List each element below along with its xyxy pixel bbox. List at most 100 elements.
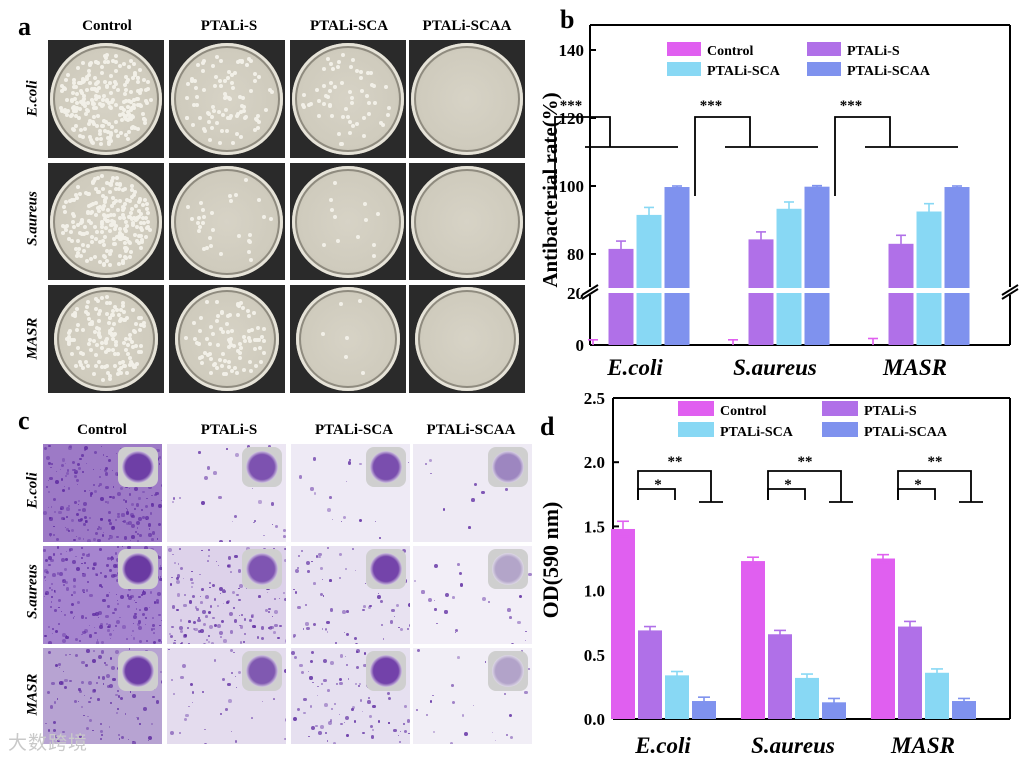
bacterial-colony [98, 309, 103, 314]
stain-spot [143, 707, 147, 711]
stain-spot [293, 634, 297, 637]
bacterial-colony [241, 335, 246, 340]
stain-spot [135, 608, 138, 610]
bacterial-colony [87, 118, 92, 123]
bacterial-colony [195, 95, 200, 100]
stain-spot [202, 642, 207, 644]
bacterial-colony [93, 254, 98, 259]
bacterial-colony [128, 199, 133, 204]
bacterial-colony [121, 359, 126, 364]
bacterial-colony [93, 176, 98, 181]
petri-dish [50, 165, 162, 278]
bacterial-colony [198, 355, 203, 360]
bacterial-colony [213, 83, 218, 88]
bacterial-colony [123, 87, 128, 92]
chart-d-significance-inner-label: * [654, 477, 662, 493]
stain-spot [315, 555, 319, 558]
stain-spot [141, 594, 143, 597]
stain-spot [369, 604, 372, 608]
panel-c-header-ptali-sca: PTALi-SCA [314, 422, 394, 438]
stain-spot [273, 630, 277, 634]
stain-spot [102, 454, 105, 456]
bacterial-colony [114, 223, 119, 228]
stain-spot [74, 475, 77, 478]
stain-spot [404, 704, 407, 708]
bacterial-colony [212, 109, 217, 114]
panel-a-header-ptali-sca: PTALi-SCA [309, 18, 389, 34]
bacterial-colony [98, 204, 103, 209]
stain-spot [131, 535, 135, 539]
stain-spot [78, 518, 82, 523]
stain-spot [180, 642, 183, 644]
stain-spot [107, 605, 110, 608]
stain-spot [309, 659, 314, 663]
chart-b-xlabel-s-aureus: S.aureus [733, 355, 817, 380]
bacterial-colony [219, 58, 224, 63]
stain-spot [274, 598, 277, 600]
chart-b-legend-label-ptali-sca: PTALi-SCA [707, 64, 781, 79]
stain-spot [261, 626, 265, 630]
bacterial-colony [239, 103, 244, 108]
stain-image-saureus-control [43, 546, 162, 644]
stain-spot [144, 505, 149, 509]
stain-spot [336, 683, 338, 685]
bacterial-colony [246, 56, 251, 61]
stain-spot [136, 539, 139, 542]
stain-spot [285, 718, 286, 723]
bacterial-colony [109, 131, 114, 136]
bacterial-colony [75, 346, 80, 351]
chart-d-legend-swatch-control [678, 401, 714, 416]
bacterial-colony [84, 107, 89, 112]
stain-spot [110, 702, 112, 704]
stain-spot [76, 483, 78, 485]
bacterial-colony [190, 123, 195, 128]
chart-b-legend-label-ptali-s: PTALi-S [847, 44, 900, 59]
stain-spot [72, 617, 75, 619]
stain-spot [115, 693, 118, 697]
bacterial-colony [230, 86, 235, 91]
bacterial-colony [341, 114, 346, 119]
bacterial-colony [253, 79, 258, 84]
well-stain [246, 451, 278, 483]
stain-spot [99, 517, 103, 521]
bacterial-colony [135, 88, 140, 93]
stain-spot [86, 581, 89, 584]
stain-spot [229, 630, 234, 634]
bacterial-colony [126, 77, 131, 82]
bacterial-colony [223, 108, 228, 112]
bacterial-colony [118, 182, 123, 187]
stain-spot [505, 734, 508, 737]
stain-spot [65, 471, 70, 476]
bacterial-colony [84, 111, 89, 116]
bacterial-colony [111, 336, 116, 341]
bacterial-colony [249, 59, 254, 64]
bacterial-colony [78, 99, 83, 104]
bacterial-colony [237, 342, 242, 347]
stain-spot [173, 642, 176, 644]
stain-spot [58, 511, 62, 515]
stain-spot [183, 634, 187, 638]
bacterial-colony [237, 355, 242, 360]
stain-spot [362, 711, 364, 713]
stain-spot [153, 640, 157, 644]
stain-spot [283, 592, 286, 594]
bacterial-colony [80, 242, 85, 247]
stain-spot [253, 521, 256, 524]
stain-spot [142, 516, 146, 520]
bacterial-colony [106, 218, 111, 223]
stain-spot [138, 497, 141, 500]
stain-spot [168, 548, 173, 553]
stain-spot [158, 639, 162, 643]
bacterial-colony [70, 239, 75, 244]
stain-spot [354, 642, 358, 644]
stain-spot [317, 731, 322, 735]
bacterial-colony [228, 96, 233, 101]
bacterial-colony [123, 91, 128, 96]
stain-spot [160, 483, 162, 487]
stain-spot [126, 638, 129, 641]
bacterial-colony [61, 86, 66, 91]
stain-spot [454, 628, 459, 633]
stain-spot [311, 650, 315, 654]
stain-spot [50, 583, 53, 586]
stain-spot [88, 634, 93, 639]
